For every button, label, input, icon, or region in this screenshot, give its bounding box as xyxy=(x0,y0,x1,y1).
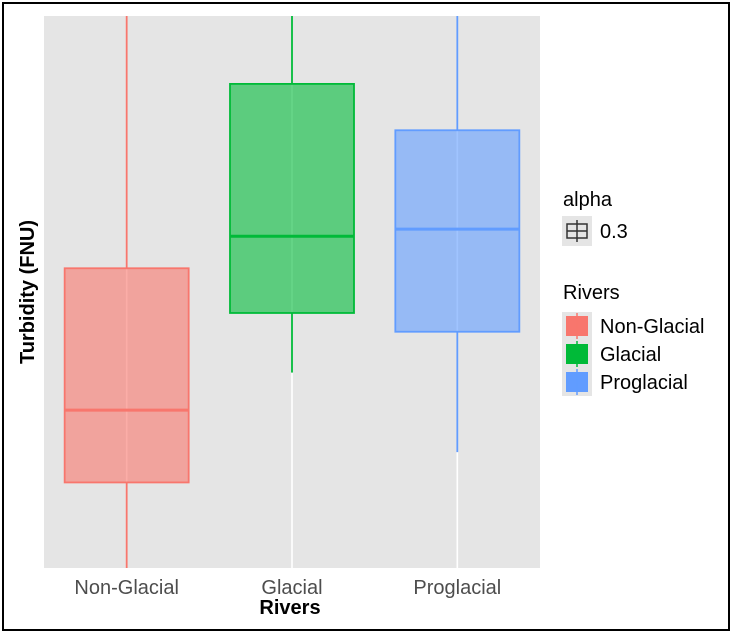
legend-fill-title: Rivers xyxy=(563,282,620,304)
legend-alpha-title: alpha xyxy=(563,189,613,211)
legend-entry: Non-Glacial xyxy=(562,312,704,340)
x-axis-title: Rivers xyxy=(259,597,320,619)
legend-alpha-value: 0.3 xyxy=(600,221,628,243)
legend-entry: Proglacial xyxy=(562,368,688,396)
box-body xyxy=(63,267,190,484)
box-series xyxy=(63,16,521,568)
box-non-glacial xyxy=(63,16,190,568)
y-axis-title: Turbidity (FNU) xyxy=(17,220,39,364)
x-tick-label: Non-Glacial xyxy=(74,577,178,599)
legend-alpha-key-icon xyxy=(566,220,588,242)
legend-entry-label: Non-Glacial xyxy=(600,316,704,338)
legend: alpha 0.3 Rivers Non-Glacial Glacial Progl… xyxy=(562,189,704,396)
box-proglacial xyxy=(394,16,521,453)
x-tick-label: Proglacial xyxy=(413,577,501,599)
legend-entry: Glacial xyxy=(562,340,661,368)
box-glacial xyxy=(229,16,355,373)
legend-entry-label: Glacial xyxy=(600,344,661,366)
box-body xyxy=(229,82,355,314)
legend-entry-label: Proglacial xyxy=(600,372,688,394)
x-tick-labels: Non-Glacial Glacial Proglacial xyxy=(74,577,501,599)
box-body xyxy=(394,129,521,333)
x-tick-label: Glacial xyxy=(261,577,322,599)
legend-entries: Non-Glacial Glacial Proglacial xyxy=(562,312,704,396)
